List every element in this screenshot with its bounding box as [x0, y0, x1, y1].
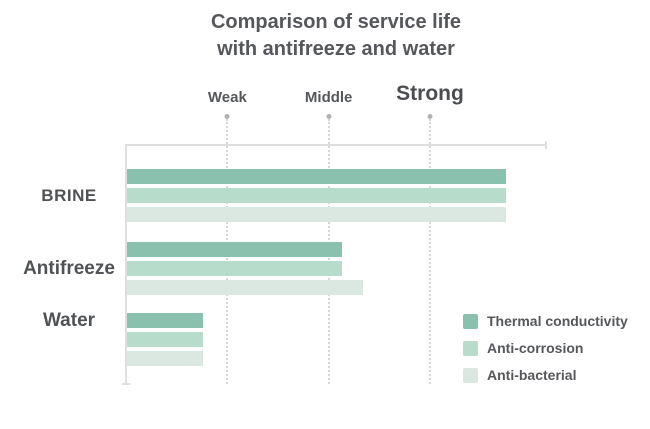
- legend-label: Anti-bacterial: [487, 367, 577, 383]
- chart-title-line-2: with antifreeze and water: [217, 38, 455, 60]
- bar-brine-anti-bacterial: [127, 207, 506, 222]
- legend-swatch: [463, 313, 478, 329]
- chart-title-line-1: Comparison of service life: [210, 11, 462, 33]
- legend-swatch: [463, 340, 478, 356]
- category-label-water: Water: [42, 309, 96, 331]
- top-axis-end-tick: [545, 141, 547, 149]
- bar-water-anti-corrosion: [127, 332, 203, 347]
- axis-label-weak: Weak: [207, 89, 247, 106]
- left-axis-end-tick: [122, 383, 130, 385]
- gridline-strong: [428, 119, 431, 384]
- chart-title: Comparison of service life with antifree…: [11, 9, 650, 63]
- bar-antifreeze-thermal-conductivity: [127, 242, 342, 257]
- bar-antifreeze-anti-corrosion: [127, 261, 342, 276]
- axis-label-middle: Middle: [304, 89, 353, 106]
- axis-label-strong: Strong: [396, 82, 464, 105]
- bar-water-thermal-conductivity: [127, 313, 203, 328]
- legend-swatch: [463, 367, 478, 383]
- category-label-brine: BRINE: [41, 185, 97, 205]
- category-label-antifreeze: Antifreeze: [23, 257, 115, 279]
- bar-antifreeze-anti-bacterial: [127, 280, 363, 295]
- bar-water-anti-bacterial: [127, 351, 203, 366]
- legend-item-anti-corrosion: Anti-corrosion: [463, 340, 583, 356]
- legend-label: Anti-corrosion: [487, 340, 584, 356]
- bar-brine-thermal-conductivity: [127, 169, 506, 184]
- legend-label: Thermal conductivity: [487, 313, 628, 329]
- axis-tick-dot: [326, 114, 332, 119]
- axis-tick-dot: [224, 114, 230, 119]
- bar-brine-anti-corrosion: [127, 188, 506, 203]
- legend-item-thermal-conductivity: Thermal conductivity: [463, 313, 628, 329]
- left-axis-line: [125, 144, 127, 384]
- axis-tick-dot: [427, 114, 433, 119]
- top-axis-line: [125, 144, 546, 146]
- legend-item-anti-bacterial: Anti-bacterial: [463, 367, 576, 383]
